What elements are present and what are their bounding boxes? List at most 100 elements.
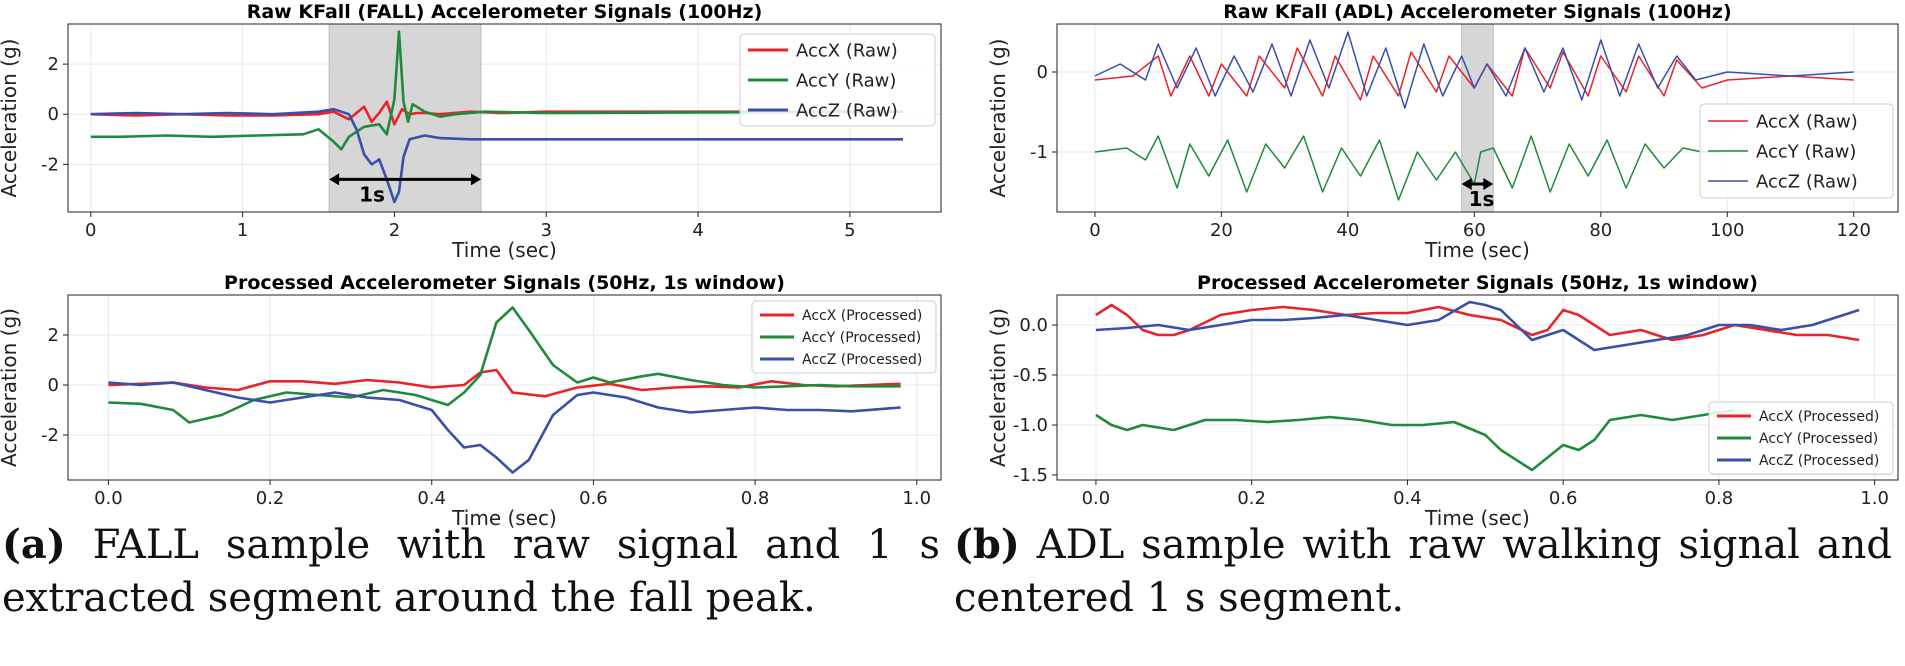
x-tick-label: 0.2 xyxy=(1237,488,1266,509)
caption-a: (a) FALL sample with raw signal and 1 s … xyxy=(2,518,940,625)
caption-a-label: (a) xyxy=(2,521,66,568)
x-tick-label: 60 xyxy=(1463,220,1486,241)
series-line-accx xyxy=(1094,47,1854,101)
x-axis-label: Time (sec) xyxy=(1424,506,1530,530)
legend-label: AccY (Raw) xyxy=(796,70,896,91)
series-line-accx xyxy=(1095,303,1860,342)
series-line-accy xyxy=(1095,408,1735,472)
y-axis-label: Acceleration (g) xyxy=(0,39,21,198)
caption-b-label: (b) xyxy=(954,521,1020,568)
arrow-head-right xyxy=(470,173,481,186)
x-tick-label: 0.0 xyxy=(94,488,123,509)
series-line-accz xyxy=(90,107,903,204)
legend-label: AccY (Processed) xyxy=(802,330,921,346)
x-axis-label: Time (sec) xyxy=(1424,238,1530,262)
series-line-accz xyxy=(108,381,901,474)
x-tick-label: 0 xyxy=(85,220,96,241)
caption-b: (b) ADL sample with raw walking signal a… xyxy=(954,518,1892,625)
axes-frame xyxy=(1056,294,1899,481)
legend: AccX (Processed) AccY (Processed) AccZ (Pr… xyxy=(1708,401,1894,475)
legend-box xyxy=(1699,103,1894,199)
x-tick-label: 1 xyxy=(237,220,248,241)
extracted-window-shade xyxy=(1461,23,1494,213)
x-tick-label: 4 xyxy=(692,220,703,241)
legend-label: AccY (Raw) xyxy=(1756,141,1856,162)
x-axis-label: Time (sec) xyxy=(451,506,557,530)
arrow-head-left xyxy=(1461,178,1472,190)
legend-label: AccZ (Raw) xyxy=(796,100,898,121)
chart-title: Raw KFall (ADL) Accelerometer Signals (1… xyxy=(1223,1,1731,23)
chart-fall_processed: 0.0 0.2 0.4 0.6 0.8 1.0 -2 0 2 Processed Accelero… xyxy=(0,272,942,530)
y-tick-label: -1.5 xyxy=(1013,465,1048,486)
y-axis-label: Acceleration (g) xyxy=(0,308,21,467)
x-tick-label: 0.0 xyxy=(1082,488,1111,509)
x-tick-label: 0.4 xyxy=(417,488,446,509)
axes-frame xyxy=(1056,23,1899,213)
x-tick-label: 0.2 xyxy=(256,488,285,509)
chart-adl_raw: 1s 0 20 40 60 80 100 120 -1 0 Raw KFall (ADL) Acce… xyxy=(986,1,1899,262)
arrow-head-left xyxy=(329,173,340,186)
legend-box xyxy=(739,33,936,127)
legend-box xyxy=(1708,401,1894,475)
chart-adl_processed: 0.0 0.2 0.4 0.6 0.8 1.0 -1.5 -1.0 -0.5 0.0 Process… xyxy=(986,272,1899,530)
caption-a-text: FALL sample with raw signal and 1 s extr… xyxy=(2,522,940,621)
legend-label: AccX (Processed) xyxy=(1759,409,1879,425)
y-tick-label: 0 xyxy=(1037,62,1048,83)
legend: AccX (Raw) AccY (Raw) AccZ (Raw) xyxy=(1699,103,1894,199)
series-line-accy xyxy=(1094,135,1721,201)
series-line-accz xyxy=(1094,31,1854,109)
legend-box xyxy=(751,300,937,374)
y-tick-label: -1.0 xyxy=(1013,415,1048,436)
x-tick-label: 0.8 xyxy=(741,488,770,509)
duration-label: 1s xyxy=(1469,187,1495,211)
series-line-accx xyxy=(108,368,901,398)
axes-frame xyxy=(67,294,942,481)
series-line-accy xyxy=(90,30,904,151)
x-tick-label: 3 xyxy=(541,220,552,241)
x-tick-label: 2 xyxy=(389,220,400,241)
series-line-accy xyxy=(108,306,901,424)
x-tick-label: 5 xyxy=(844,220,855,241)
legend: AccX (Processed) AccY (Processed) AccZ (Pr… xyxy=(751,300,937,374)
chart-title: Processed Accelerometer Signals (50Hz, 1… xyxy=(224,272,785,294)
chart-fall_raw: 1s 0 1 2 3 4 5 -2 0 2 Raw KFall (FALL) Acceleromet… xyxy=(0,1,942,262)
legend-label: AccZ (Raw) xyxy=(1756,171,1858,192)
chart-title: Processed Accelerometer Signals (50Hz, 1… xyxy=(1197,272,1758,294)
x-tick-label: 0.8 xyxy=(1705,488,1734,509)
x-tick-label: 0.6 xyxy=(1549,488,1578,509)
x-tick-label: 1.0 xyxy=(902,488,931,509)
legend-label: AccZ (Processed) xyxy=(1759,453,1879,469)
x-tick-label: 120 xyxy=(1837,220,1871,241)
caption-b-text: ADL sample with raw walking signal and c… xyxy=(954,522,1893,621)
x-tick-label: 100 xyxy=(1710,220,1744,241)
x-tick-label: 0 xyxy=(1089,220,1100,241)
x-axis-label: Time (sec) xyxy=(451,238,557,262)
x-tick-label: 0.6 xyxy=(579,488,608,509)
legend: AccX (Raw) AccY (Raw) AccZ (Raw) xyxy=(739,33,936,127)
legend-label: AccX (Raw) xyxy=(796,40,898,61)
y-axis-label: Acceleration (g) xyxy=(986,39,1010,198)
y-tick-label: -2 xyxy=(41,154,59,175)
axes-frame xyxy=(67,23,942,213)
y-tick-label: -0.5 xyxy=(1013,365,1048,386)
y-tick-label: -2 xyxy=(41,425,59,446)
y-tick-label: -1 xyxy=(1030,142,1048,163)
arrow-head-right xyxy=(1483,178,1494,190)
legend-label: AccX (Processed) xyxy=(802,308,922,324)
y-axis-label: Acceleration (g) xyxy=(986,308,1010,467)
chart-title: Raw KFall (FALL) Accelerometer Signals (… xyxy=(247,1,763,23)
x-tick-label: 40 xyxy=(1336,220,1359,241)
y-tick-label: 2 xyxy=(48,54,59,75)
x-tick-label: 1.0 xyxy=(1860,488,1889,509)
y-tick-label: 0 xyxy=(48,104,59,125)
legend-label: AccZ (Processed) xyxy=(802,352,922,368)
legend-label: AccY (Processed) xyxy=(1759,431,1878,447)
series-line-accz xyxy=(1095,300,1860,352)
x-tick-label: 20 xyxy=(1210,220,1233,241)
y-tick-label: 0.0 xyxy=(1019,315,1048,336)
x-tick-label: 0.4 xyxy=(1393,488,1422,509)
duration-label: 1s xyxy=(359,182,385,206)
legend-label: AccX (Raw) xyxy=(1756,111,1858,132)
y-tick-label: 2 xyxy=(48,325,59,346)
